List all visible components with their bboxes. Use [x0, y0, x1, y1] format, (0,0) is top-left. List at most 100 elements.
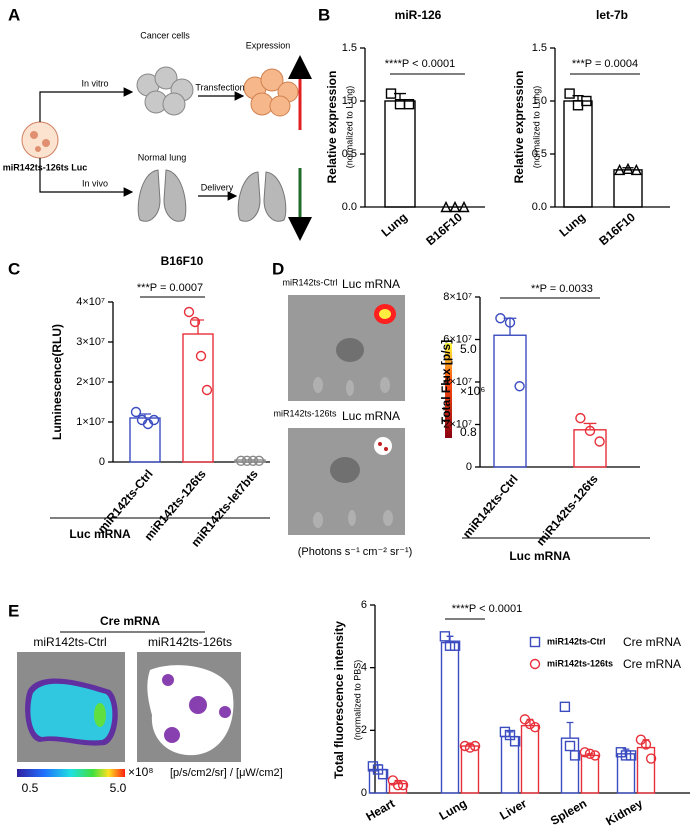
y-axis-label: Relative expression [512, 71, 526, 184]
data-point [572, 100, 584, 111]
data-point [589, 750, 601, 761]
x-tick-label: Kidney [603, 796, 645, 828]
x-tick-label: miR142ts-Ctrl [95, 467, 156, 536]
data-point [581, 95, 592, 107]
x-tick-label: Heart [364, 796, 398, 823]
x-tick-label: miR142ts-126ts [533, 472, 601, 549]
data-point [579, 747, 591, 758]
data-point [464, 742, 476, 753]
label: Cre mRNA [100, 614, 160, 628]
data-point [613, 163, 626, 176]
data-point [640, 739, 652, 750]
panel-label: B [318, 5, 330, 24]
label: (Photons s⁻¹ cm⁻² sr⁻¹) [298, 546, 413, 558]
annotation: ***P = 0.0004 [572, 58, 638, 70]
label: In vivo [82, 178, 108, 188]
cbar-label: 5.0 [110, 781, 127, 795]
group-label: Luc mRNA [69, 527, 131, 541]
y-tick-label: 4×10⁷ [443, 376, 472, 388]
label: Normal lung [138, 152, 187, 162]
y-axis-label: Total fluorescence intensity [332, 621, 346, 779]
bar [560, 737, 580, 794]
data-point [392, 779, 404, 791]
data-point [564, 88, 575, 99]
schematic: Cancer cells Expression In vitro Transfe… [3, 30, 312, 241]
y-tick-label: 1×10⁷ [76, 416, 105, 428]
chart-title: B16F10 [161, 254, 204, 268]
y-axis-sublabel: (normalized to PBS) [352, 660, 362, 741]
y-axis-label: Total Flux [p/s] [439, 340, 453, 424]
y-tick-label: 0 [466, 461, 472, 473]
y-tick-label: 6 [361, 599, 367, 611]
y-tick-label: 0 [361, 787, 367, 799]
x-tick-label: B16F10 [596, 210, 638, 248]
data-point [385, 88, 397, 99]
label: Luc mRNA [342, 409, 400, 423]
y-tick-label: 0.5 [532, 148, 547, 160]
data-point [469, 740, 481, 752]
legend-marker [529, 636, 541, 648]
error-bar [566, 721, 574, 739]
cbar-label: 0.8 [460, 425, 477, 439]
data-point [569, 750, 581, 761]
imaging-d: miR142ts-Ctrl Luc mRNA miR142ts-126ts Lu… [273, 277, 485, 558]
label: In vitro [81, 78, 108, 88]
y-axis-label: Relative expression [325, 71, 339, 184]
y-axis-sublabel: (normalized to Lung) [531, 86, 541, 169]
colorbar [17, 769, 125, 777]
data-point [130, 406, 142, 418]
bar [520, 724, 540, 794]
group-label: Luc mRNA [509, 549, 571, 563]
imaging-e: Cre mRNA miR142ts-Ctrl miR142ts-126ts 0.… [17, 614, 283, 795]
data-point [514, 381, 525, 392]
legend-label: miR142ts-126ts [547, 658, 613, 668]
x-tick-label: Lung [437, 796, 469, 823]
data-point [504, 317, 516, 328]
data-point [377, 769, 389, 780]
data-point [645, 753, 657, 764]
data-point [241, 455, 253, 466]
bar [460, 745, 480, 794]
y-tick-label: 1.5 [532, 42, 547, 54]
colorbar [445, 343, 452, 438]
annotation: ****P < 0.0001 [385, 58, 455, 70]
x-tick-label: Spleen [548, 796, 589, 828]
y-tick-label: 1.0 [342, 95, 357, 107]
data-point [449, 640, 461, 651]
x-tick-label: miR142ts-Ctrl [460, 472, 521, 541]
data-point [397, 779, 409, 791]
x-tick-label: Lung [557, 210, 588, 240]
chart-title: let-7b [596, 8, 628, 22]
bar [384, 100, 416, 208]
data-point [584, 425, 596, 437]
y-tick-label: 0 [99, 456, 105, 468]
bar [440, 641, 460, 794]
annotation: ***P = 0.0007 [137, 282, 203, 294]
data-point [584, 748, 596, 760]
data-point [440, 200, 452, 213]
y-tick-label: 2×10⁷ [443, 418, 472, 430]
label: Luc mRNA [342, 277, 400, 291]
data-point [630, 163, 643, 176]
y-tick-label: 6×10⁷ [443, 333, 472, 345]
y-tick-label: 0.0 [342, 201, 357, 213]
error-bar [622, 167, 634, 170]
data-point [148, 414, 160, 426]
bar [580, 754, 600, 794]
label: Transfection [195, 82, 244, 92]
legend-marker [529, 658, 541, 670]
cbar-label: ×10⁸ [128, 765, 153, 779]
data-point [459, 740, 471, 752]
y-tick-label: 1.0 [532, 95, 547, 107]
y-tick-label: 3×10⁷ [76, 336, 105, 348]
y-tick-label: 1.5 [342, 42, 357, 54]
label: miR142ts-Ctrl [282, 277, 337, 287]
y-axis-sublabel: (normalized to Lung) [344, 86, 354, 169]
label: Expression [246, 40, 291, 50]
x-tick-label: B16F10 [423, 210, 465, 248]
label: miR142ts-Ctrl [33, 635, 106, 649]
y-tick-label: 8×10⁷ [443, 291, 472, 303]
units: [p/s/cm2/sr] / [μW/cm2] [170, 767, 283, 779]
bar [613, 169, 643, 208]
data-point [524, 718, 536, 730]
